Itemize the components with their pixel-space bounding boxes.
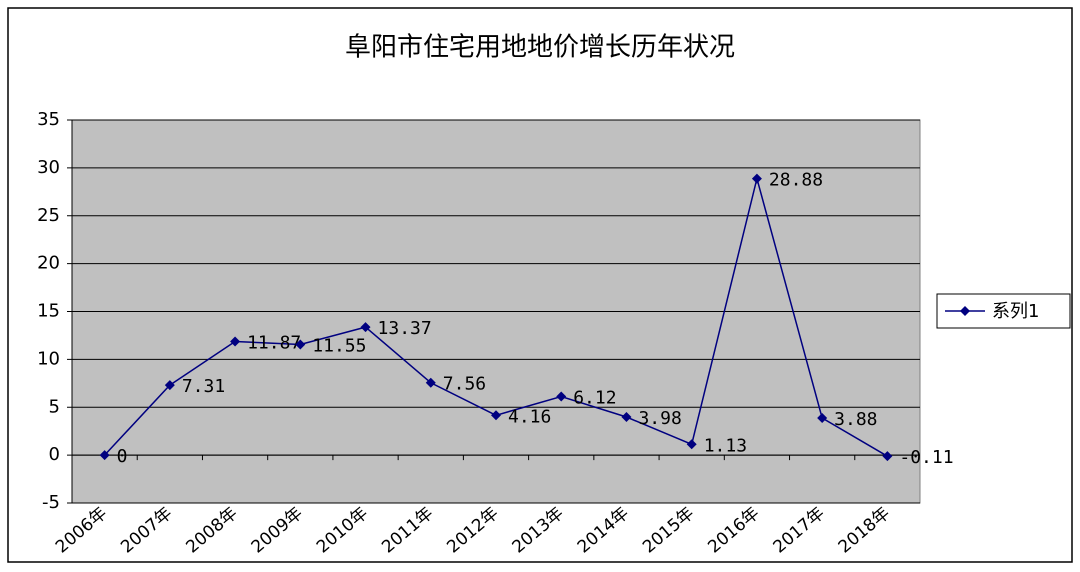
legend-marker bbox=[960, 306, 970, 316]
data-point bbox=[751, 173, 762, 184]
data-label: 6.12 bbox=[573, 388, 616, 409]
chart-title: 阜阳市住宅用地地价增长历年状况 bbox=[345, 33, 735, 63]
data-point bbox=[295, 339, 306, 350]
data-point bbox=[425, 377, 436, 388]
data-label: 3.98 bbox=[638, 408, 681, 429]
y-tick-label: 30 bbox=[37, 157, 60, 178]
y-tick-label: 15 bbox=[37, 301, 60, 322]
data-label: 0 bbox=[117, 446, 128, 467]
data-label: 3.88 bbox=[834, 409, 877, 430]
data-label: 11.87 bbox=[247, 332, 301, 353]
data-label: 11.55 bbox=[312, 336, 366, 357]
data-point bbox=[817, 412, 828, 423]
y-tick-label: 25 bbox=[37, 205, 60, 226]
y-tick-label: 20 bbox=[37, 253, 60, 274]
data-label: 1.13 bbox=[704, 435, 747, 456]
data-point bbox=[360, 322, 371, 333]
data-label: 28.88 bbox=[769, 170, 823, 191]
y-tick-label: -5 bbox=[42, 492, 60, 513]
data-point bbox=[686, 439, 697, 450]
data-point bbox=[621, 412, 632, 423]
data-point bbox=[99, 450, 110, 461]
data-label: 13.37 bbox=[378, 318, 432, 339]
data-point bbox=[230, 336, 241, 347]
data-point bbox=[164, 380, 175, 391]
legend-label: 系列1 bbox=[992, 301, 1039, 322]
data-point bbox=[556, 391, 567, 402]
data-label: 7.31 bbox=[182, 376, 225, 397]
y-tick-label: 5 bbox=[49, 396, 60, 417]
y-tick-label: 10 bbox=[37, 348, 60, 369]
data-point bbox=[882, 451, 893, 462]
y-tick-label: 0 bbox=[49, 444, 60, 465]
data-label: -0.11 bbox=[899, 447, 953, 468]
data-label: 7.56 bbox=[443, 374, 486, 395]
legend: 系列1 bbox=[936, 293, 1071, 329]
y-tick-label: 35 bbox=[37, 109, 60, 130]
data-label: 4.16 bbox=[508, 406, 551, 427]
data-point bbox=[491, 410, 501, 421]
